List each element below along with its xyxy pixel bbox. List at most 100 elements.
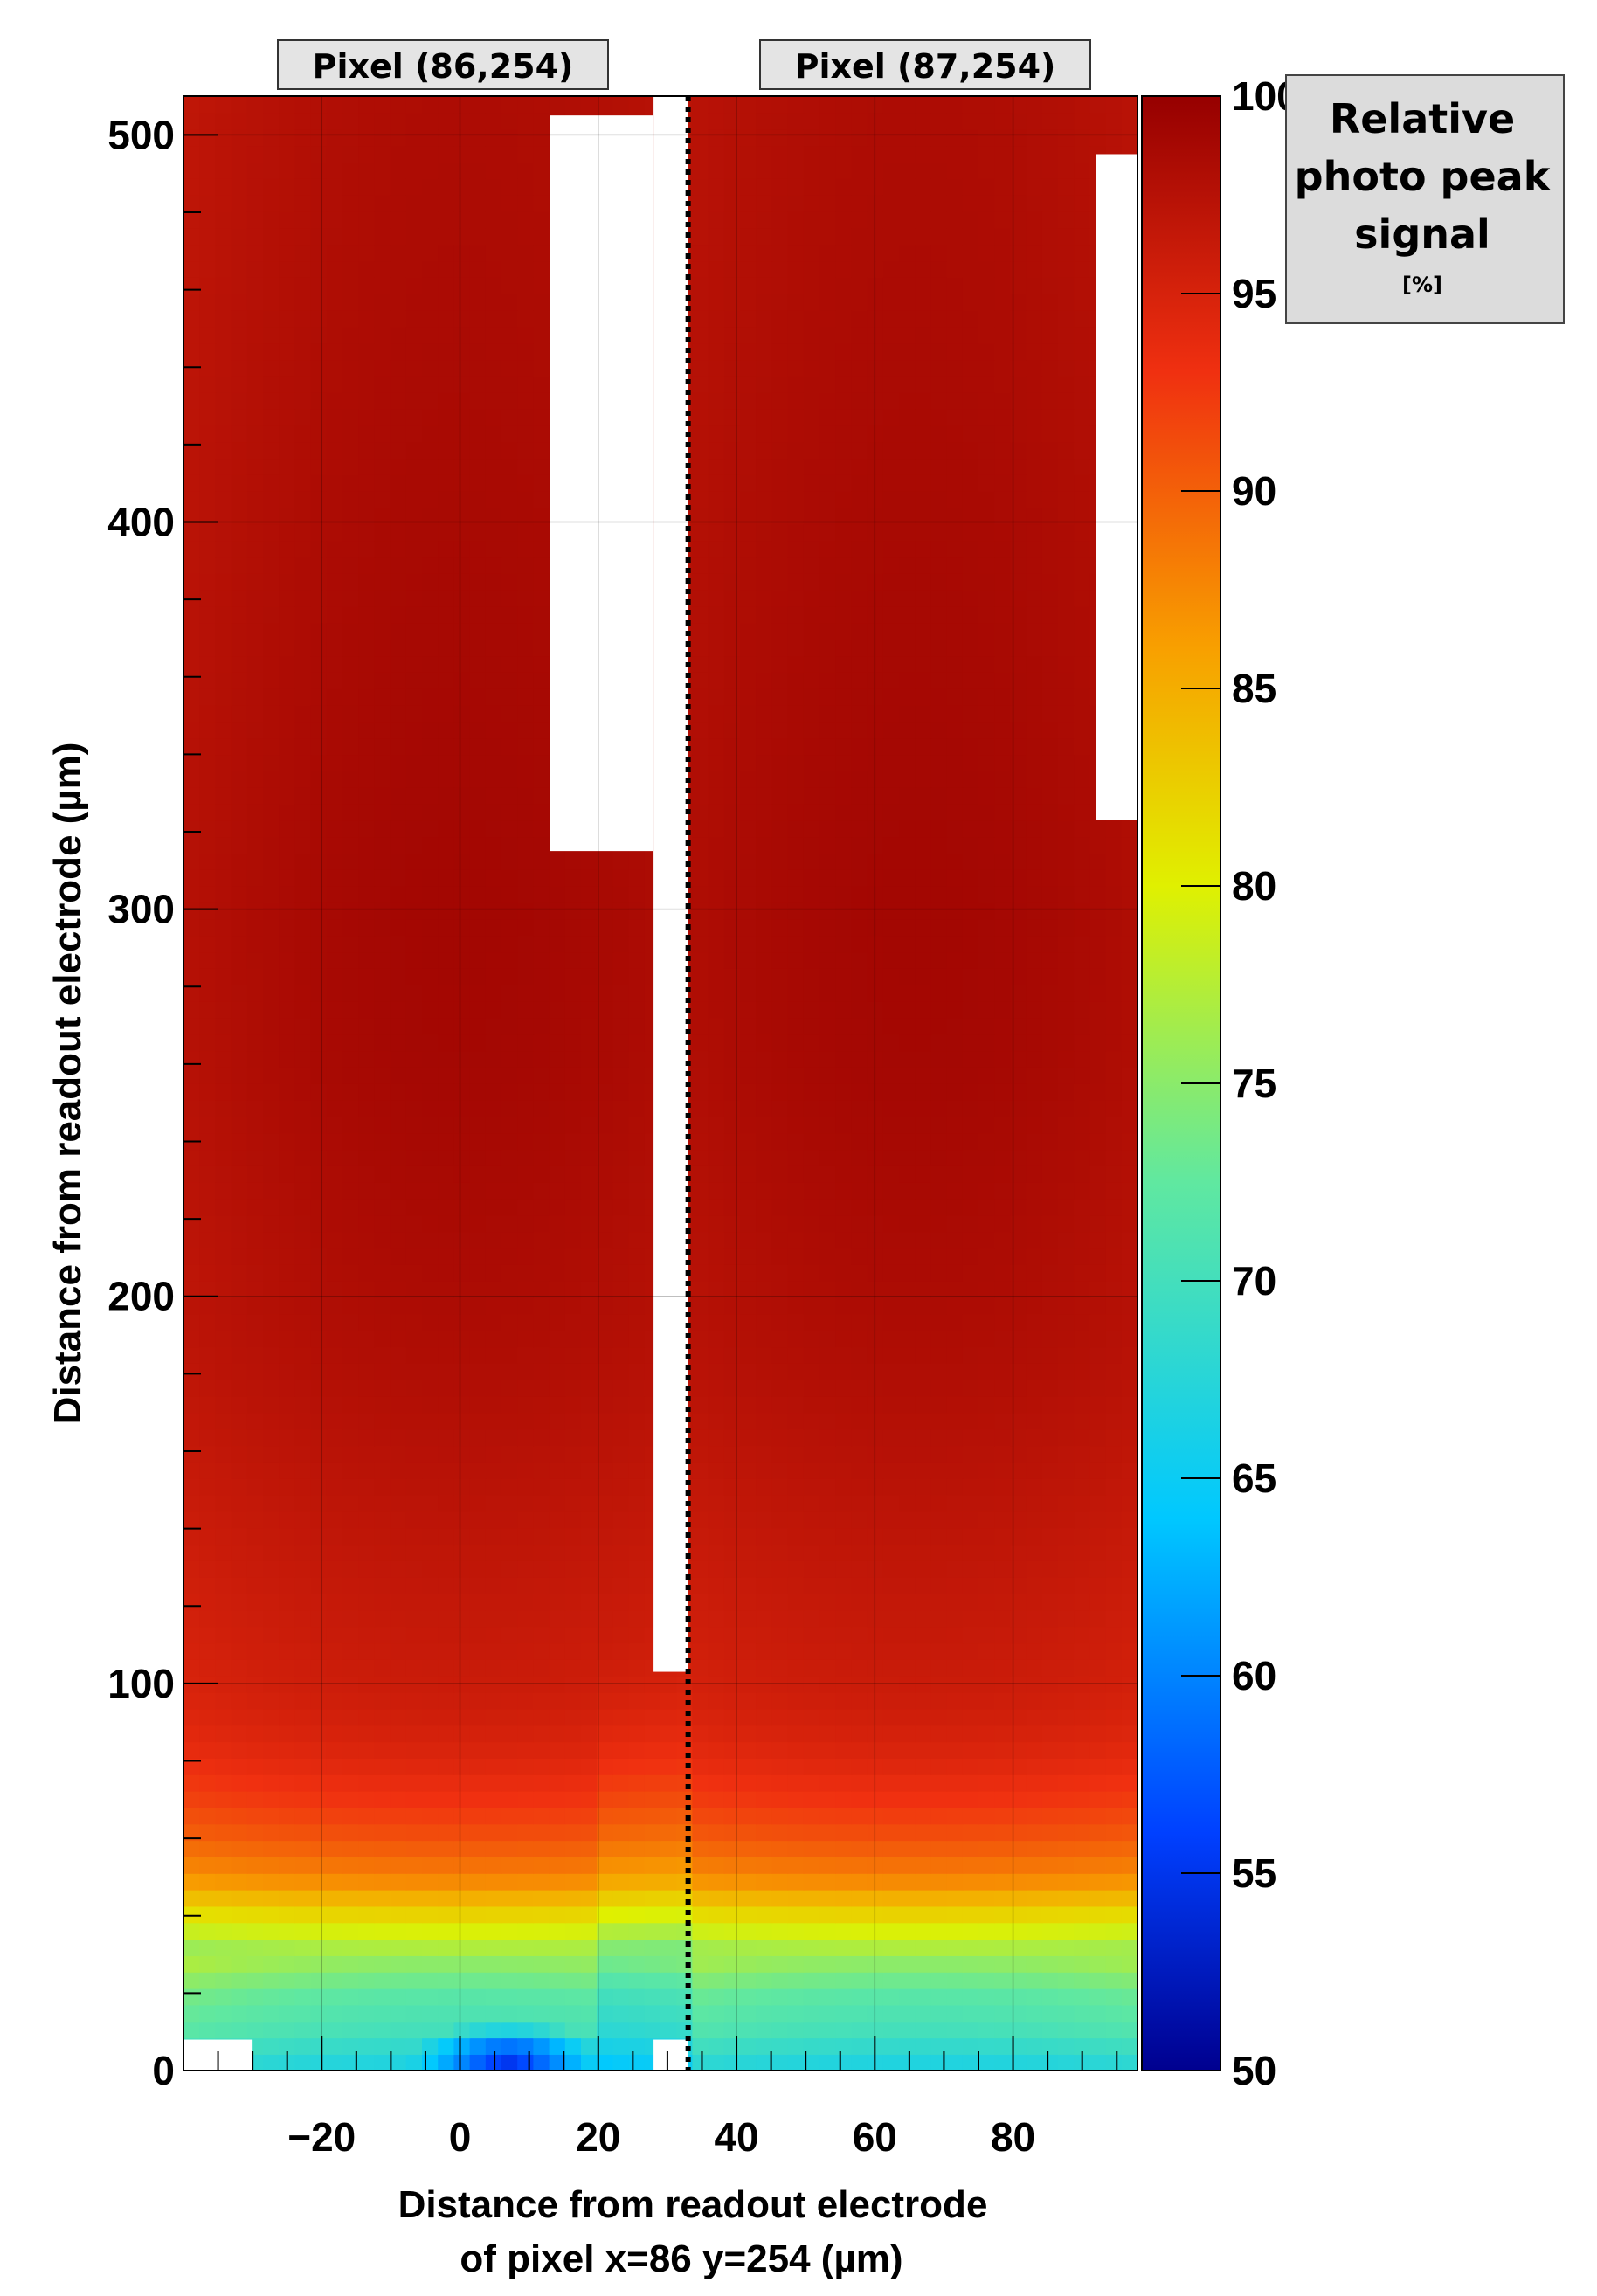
heatmap-cell bbox=[438, 1445, 455, 1463]
heatmap-cell bbox=[405, 1905, 423, 1924]
heatmap-cell bbox=[723, 869, 741, 887]
heatmap-cell bbox=[1074, 1972, 1091, 1989]
heatmap-cell bbox=[358, 1034, 376, 1052]
heatmap-cell bbox=[851, 2004, 868, 2023]
heatmap-cell bbox=[597, 1725, 614, 1743]
heatmap-cell bbox=[215, 1676, 232, 1693]
heatmap-cell bbox=[899, 1758, 916, 1775]
heatmap-cell bbox=[438, 1198, 455, 1216]
heatmap-cell bbox=[199, 1000, 217, 1019]
heatmap-cell bbox=[628, 1708, 646, 1726]
heatmap-cell bbox=[231, 2021, 248, 2039]
heatmap-cell bbox=[1105, 935, 1123, 953]
heatmap-cell bbox=[453, 1511, 471, 1529]
heatmap-cell bbox=[199, 1116, 217, 1134]
heatmap-cell bbox=[485, 1017, 502, 1035]
heatmap-cell bbox=[215, 1840, 232, 1857]
heatmap-cell bbox=[246, 1034, 264, 1052]
heatmap-cell bbox=[533, 1544, 550, 1561]
heatmap-cell bbox=[549, 1972, 566, 1989]
heatmap-cell bbox=[246, 1642, 264, 1660]
heatmap-cell bbox=[1105, 1708, 1123, 1726]
heatmap-cell bbox=[1010, 2037, 1027, 2055]
heatmap-cell bbox=[612, 1380, 630, 1397]
heatmap-cell bbox=[867, 1527, 884, 1546]
heatmap-cell bbox=[723, 1478, 741, 1496]
heatmap-cell bbox=[564, 1198, 582, 1216]
heatmap-cell bbox=[851, 1000, 868, 1019]
heatmap-cell bbox=[612, 1939, 630, 1956]
heatmap-cell bbox=[469, 1346, 487, 1364]
heatmap-cell bbox=[723, 1593, 741, 1611]
heatmap-cell bbox=[994, 853, 1012, 870]
heatmap-cell bbox=[994, 1988, 1012, 2006]
heatmap-cell bbox=[485, 1099, 502, 1117]
heatmap-cell bbox=[358, 1577, 376, 1594]
heatmap-cell bbox=[628, 935, 646, 953]
heatmap-cell bbox=[708, 1000, 725, 1019]
heatmap-cell bbox=[771, 771, 789, 788]
heatmap-cell bbox=[819, 1462, 836, 1479]
heatmap-cell bbox=[390, 1149, 407, 1166]
heatmap-cell bbox=[358, 1823, 376, 1842]
heatmap-cell bbox=[183, 1000, 200, 1019]
heatmap-cell bbox=[517, 1939, 535, 1956]
heatmap-cell bbox=[246, 1050, 264, 1068]
heatmap-cell bbox=[723, 1050, 741, 1068]
heatmap-cell bbox=[882, 1823, 900, 1842]
heatmap-cell bbox=[469, 1642, 487, 1660]
heatmap-cell bbox=[246, 1905, 264, 1924]
heatmap-cell bbox=[469, 886, 487, 903]
heatmap-cell bbox=[1121, 1050, 1138, 1068]
heatmap-cell bbox=[835, 1363, 853, 1380]
heatmap-cell bbox=[723, 1955, 741, 1973]
heatmap-cell bbox=[1121, 1708, 1138, 1726]
heatmap-cell bbox=[564, 1248, 582, 1265]
heatmap-cell bbox=[485, 1412, 502, 1430]
heatmap-cell bbox=[533, 1823, 550, 1842]
heatmap-cell bbox=[438, 1544, 455, 1561]
heatmap-cell bbox=[723, 1774, 741, 1792]
heatmap-cell bbox=[723, 1873, 741, 1891]
heatmap-cell bbox=[533, 1462, 550, 1479]
heatmap-cell bbox=[310, 1017, 328, 1035]
heatmap-cell bbox=[405, 2054, 423, 2071]
heatmap-cell bbox=[1105, 902, 1123, 920]
heatmap-cell bbox=[597, 1017, 614, 1035]
heatmap-cell bbox=[1121, 2054, 1138, 2071]
heatmap-cell bbox=[1058, 1527, 1075, 1546]
heatmap-cell bbox=[771, 1988, 789, 2006]
heatmap-cell bbox=[231, 1099, 248, 1117]
heatmap-cell bbox=[1121, 1116, 1138, 1134]
heatmap-cell bbox=[1074, 1478, 1091, 1496]
heatmap-cell bbox=[485, 737, 502, 756]
heatmap-cell bbox=[1010, 1626, 1027, 1644]
heatmap-cell bbox=[549, 1182, 566, 1200]
heatmap-cell bbox=[644, 1857, 661, 1874]
heatmap-cell bbox=[882, 1560, 900, 1578]
heatmap-cell bbox=[231, 1511, 248, 1529]
heatmap-cell bbox=[215, 1609, 232, 1628]
heatmap-cell bbox=[628, 1281, 646, 1298]
heatmap-cell bbox=[533, 1083, 550, 1101]
heatmap-cell bbox=[899, 704, 916, 723]
heatmap-cell bbox=[485, 1577, 502, 1594]
heatmap-cell bbox=[597, 1198, 614, 1216]
heatmap-cell bbox=[549, 853, 566, 870]
heatmap-cell bbox=[612, 1758, 630, 1775]
heatmap-cell bbox=[628, 1527, 646, 1546]
heatmap-cell bbox=[215, 1412, 232, 1430]
heatmap-cell bbox=[771, 1560, 789, 1578]
heatmap-cell bbox=[405, 1149, 423, 1166]
heatmap-cell bbox=[962, 1905, 979, 1924]
heatmap-cell bbox=[342, 1412, 359, 1430]
heatmap-cell bbox=[263, 985, 280, 1002]
heatmap-cell bbox=[438, 869, 455, 887]
heatmap-cell bbox=[1058, 1972, 1075, 1989]
heatmap-cell bbox=[263, 2004, 280, 2023]
heatmap-cell bbox=[612, 1511, 630, 1529]
heatmap-cell bbox=[803, 737, 820, 756]
heatmap-cell bbox=[326, 1840, 343, 1857]
heatmap-cell bbox=[756, 1642, 773, 1660]
heatmap-cell bbox=[438, 853, 455, 870]
